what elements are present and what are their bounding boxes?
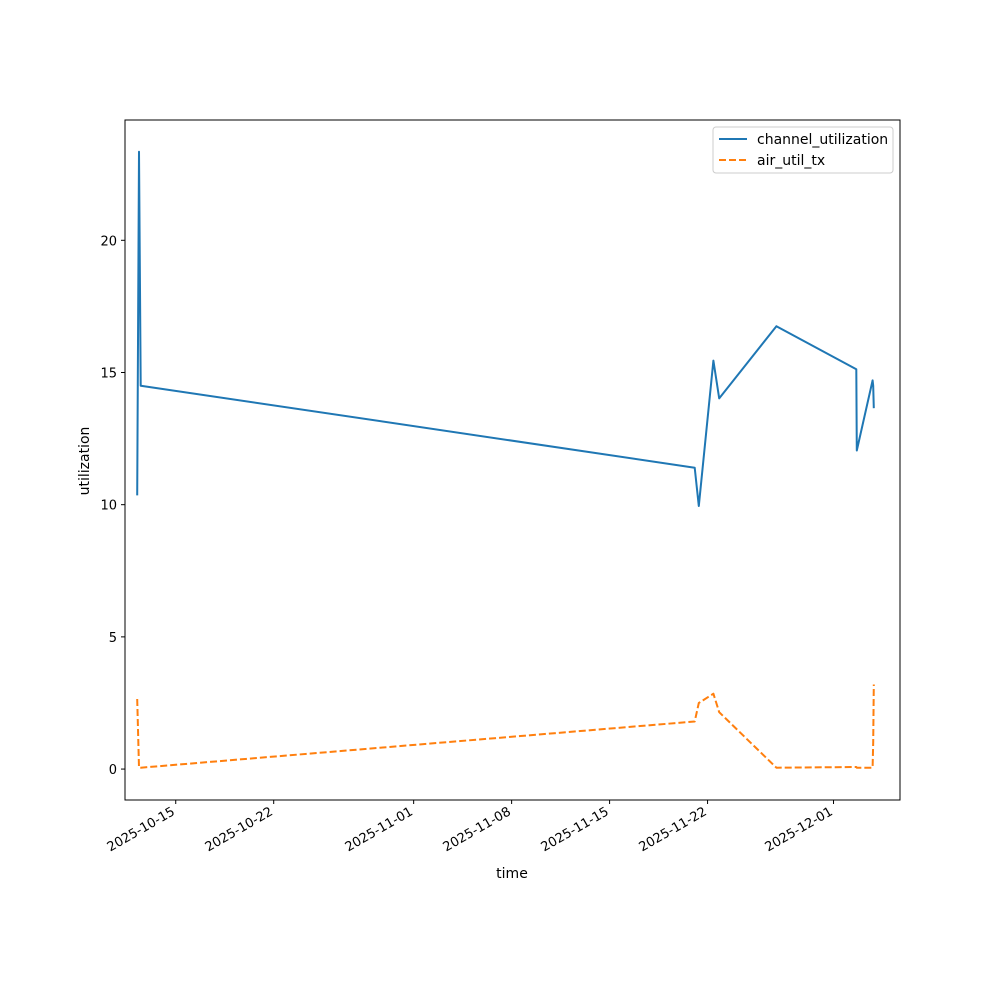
legend: channel_utilization air_util_tx	[712, 126, 894, 174]
axes-frame	[124, 119, 901, 801]
x-axis-label: time	[496, 866, 528, 882]
legend-label-channel-utilization: channel_utilization	[757, 132, 888, 148]
y-axis-label: utilization	[77, 427, 93, 496]
y-tick-label: 10	[100, 499, 117, 514]
series-line-channel-utilization	[136, 150, 875, 507]
y-tick-label: 15	[100, 366, 117, 381]
y-tick-label: 20	[100, 234, 117, 249]
legend-box	[712, 126, 894, 174]
series-line-air-util-tx	[136, 684, 875, 769]
plot-area	[136, 150, 875, 769]
legend-label-air-util-tx: air_util_tx	[757, 153, 825, 169]
y-tick-label: 5	[109, 631, 117, 646]
y-tick-label: 0	[109, 763, 117, 778]
